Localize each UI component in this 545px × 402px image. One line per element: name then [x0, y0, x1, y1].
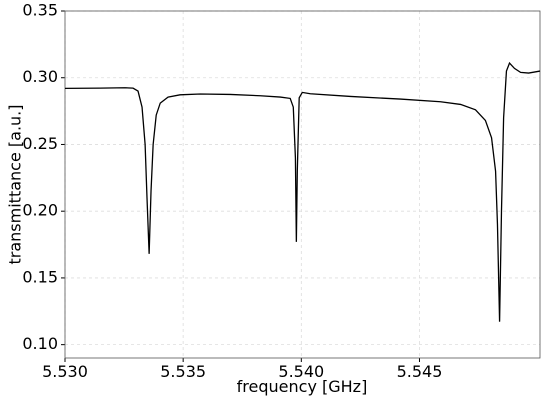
- x-tick-label: 5.530: [42, 362, 88, 381]
- y-tick-label: 0.15: [22, 267, 58, 286]
- plot-frame: [64, 10, 541, 359]
- x-axis-label: frequency [GHz]: [237, 377, 368, 396]
- x-tick-label: 5.540: [278, 362, 324, 381]
- line-series: [64, 61, 541, 322]
- y-axis-label: transmittance [a.u.]: [6, 105, 25, 265]
- y-tick-label: 0.25: [22, 134, 58, 153]
- x-tick-label: 5.545: [397, 362, 443, 381]
- y-tick-label: 0.20: [22, 201, 58, 220]
- x-tick-label: 5.535: [160, 362, 206, 381]
- y-tick-label: 0.10: [22, 334, 58, 353]
- y-tick-label: 0.30: [22, 67, 58, 86]
- y-tick-label: 0.35: [22, 1, 58, 20]
